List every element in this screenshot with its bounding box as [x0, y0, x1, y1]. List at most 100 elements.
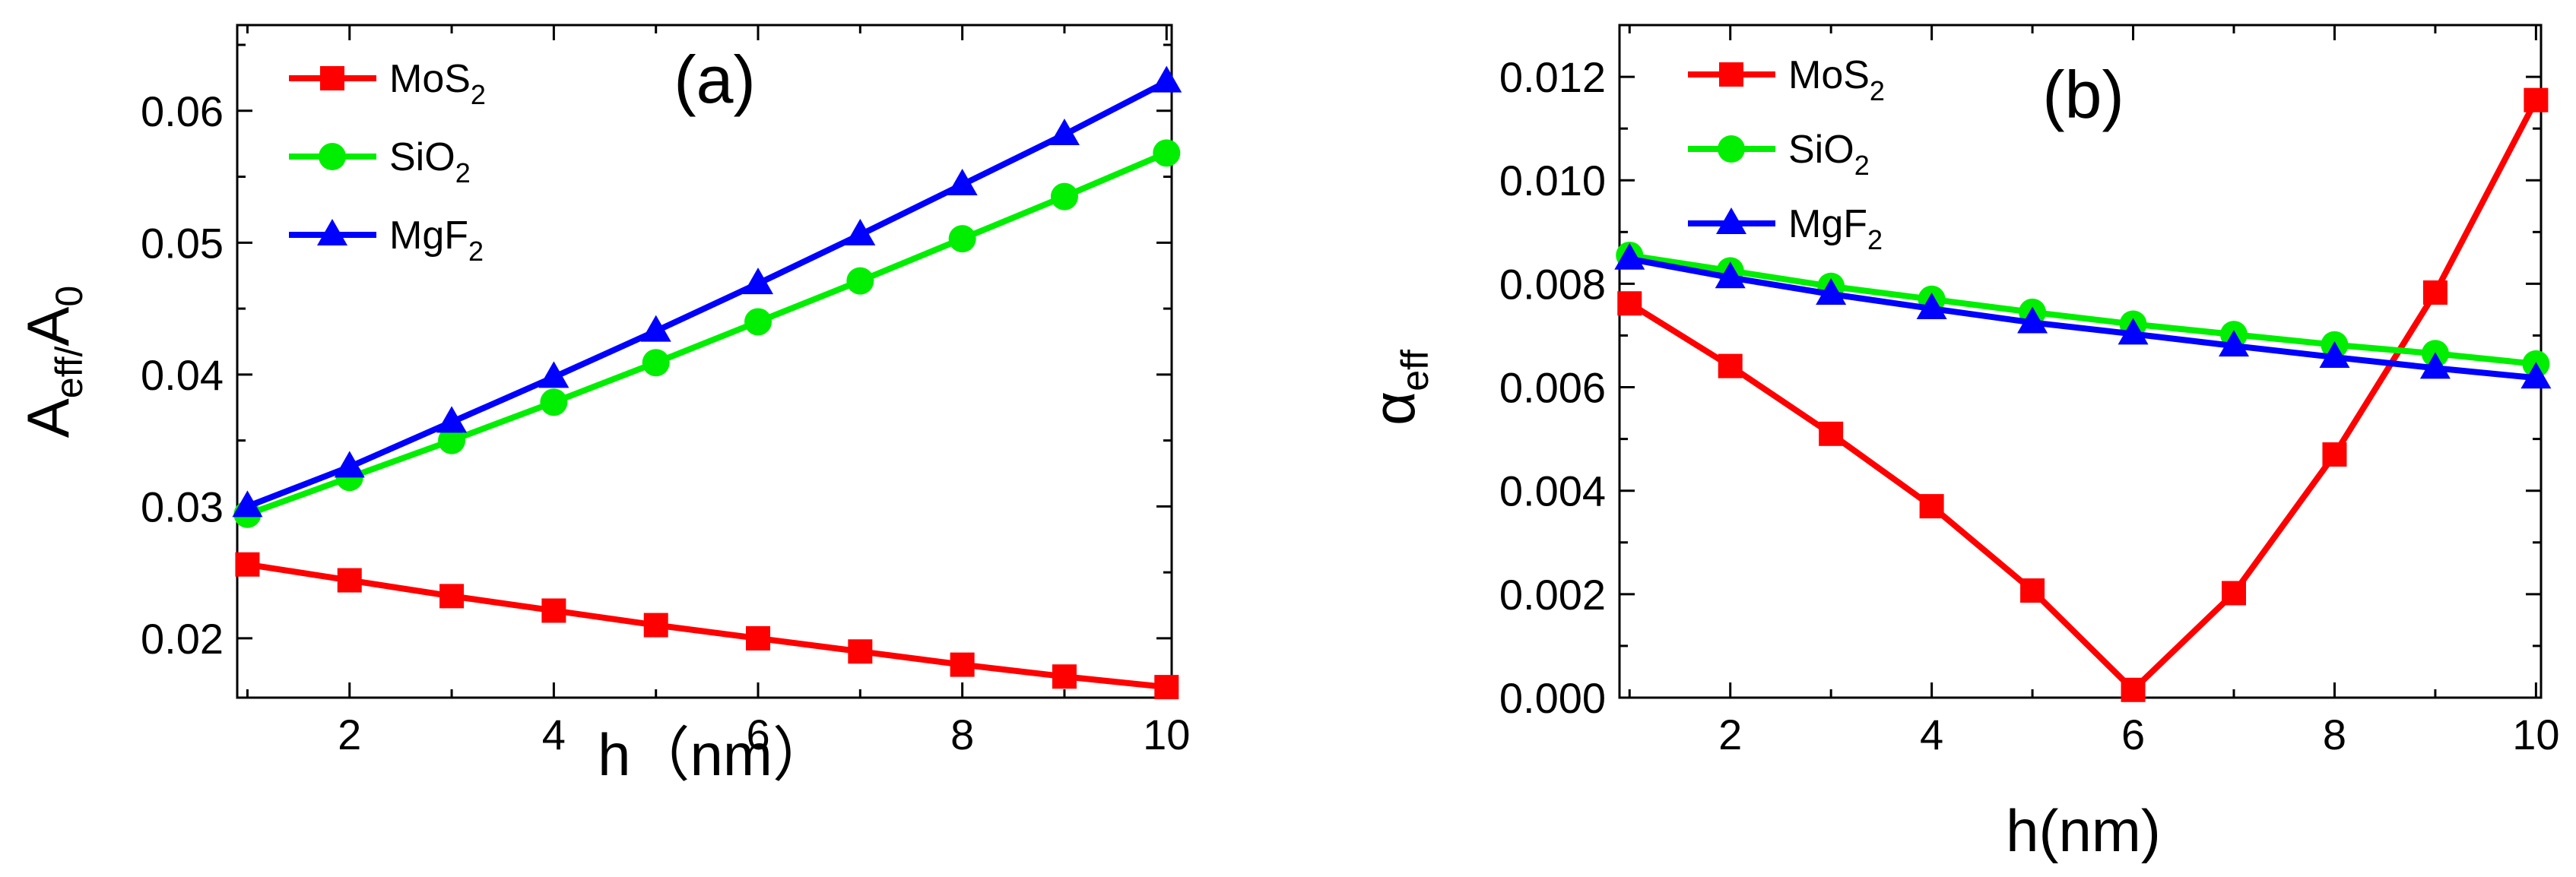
data-point [337, 568, 362, 593]
x-axis-title: h（nm） [598, 721, 832, 788]
x-tick-label: 10 [1143, 711, 1190, 758]
data-point [2222, 581, 2246, 606]
data-point [540, 388, 568, 416]
series-mos2 [1617, 87, 2549, 702]
series-sio2 [1616, 241, 2550, 378]
data-point [541, 598, 566, 623]
x-tick-label: 4 [1920, 711, 1943, 758]
data-point [2520, 362, 2552, 389]
legend-label: SiO2 [389, 135, 471, 188]
legend-label: MoS2 [389, 57, 486, 110]
data-point [1151, 65, 1182, 93]
panel-b: 2 4 6 8 10 0.000 0.002 0.004 0.006 0.008 0.010 0.01… [1360, 24, 2560, 864]
x-tick-label: 4 [542, 711, 566, 758]
y-axis-title-mid: A [14, 307, 81, 347]
legend-marker [1718, 135, 1745, 163]
data-point [1048, 119, 1080, 146]
data-point [1816, 278, 1847, 305]
data-point [948, 225, 976, 253]
data-point [235, 552, 260, 577]
data-point [1916, 293, 1947, 320]
series-line [246, 79, 1169, 510]
series-line [246, 561, 1167, 691]
legend-label-subscript: 2 [1870, 75, 1885, 106]
plot-frame [236, 24, 1173, 699]
legend-marker [320, 66, 344, 90]
data-point [439, 584, 465, 609]
legend-marker [1719, 62, 1743, 87]
data-point [538, 361, 569, 388]
data-point [950, 652, 975, 677]
data-point [2219, 330, 2249, 357]
y-tick-label: 0.04 [141, 351, 224, 399]
y-axis-title-base: α [1360, 391, 1427, 426]
y-axis-title-sub1: eff/ [48, 347, 90, 399]
legend-marker [319, 143, 346, 170]
data-point [640, 315, 671, 342]
legend-label: MgF2 [1788, 202, 1883, 255]
legend-marker [1716, 207, 1746, 234]
x-tick-label: 2 [1718, 711, 1742, 758]
data-point [436, 406, 468, 433]
series-mgf2 [1614, 242, 2552, 389]
legend-label-text: MoS [1788, 53, 1870, 97]
legend-label-text: MgF [1788, 202, 1867, 246]
series-mgf2 [232, 65, 1182, 518]
legend-label-text: SiO [389, 135, 455, 179]
legend-label-subscript: 2 [471, 79, 486, 110]
data-point [746, 625, 771, 651]
y-tick-label: 0.06 [141, 87, 224, 135]
data-point [2017, 306, 2048, 334]
x-tick-label: 8 [2323, 711, 2346, 758]
y-tick-label: 0.002 [1499, 571, 1606, 619]
legend-label-subscript: 2 [1867, 224, 1883, 255]
data-point [2419, 352, 2451, 379]
series-line [1629, 255, 2536, 382]
y-tick-label: 0.004 [1499, 467, 1606, 515]
data-point [2121, 677, 2146, 702]
y-axis-title: Aeff/A0 [14, 286, 90, 438]
data-point [2118, 318, 2149, 345]
data-point [1154, 675, 1179, 700]
y-tick-label: 0.012 [1499, 53, 1606, 101]
data-point [1614, 242, 1645, 270]
y-tick-label: 0.006 [1499, 364, 1606, 412]
y-axis-title-base: A [14, 398, 81, 438]
x-tick-label: 6 [2121, 711, 2145, 758]
series-line [1629, 252, 2536, 367]
data-point [846, 267, 874, 295]
legend-label-subscript: 2 [455, 157, 471, 188]
data-point [2319, 341, 2350, 369]
y-tick-label: 0.05 [141, 219, 224, 267]
data-point [743, 268, 774, 295]
panel-a: 2 4 6 8 100.020.030.040.050.06MoS2SiO2MgF2(a… [14, 24, 1190, 788]
panel-label: (a) [674, 42, 756, 117]
data-point [1050, 182, 1078, 211]
panel-label: (b) [2042, 57, 2124, 132]
legend-label-text: SiO [1788, 128, 1854, 172]
data-point [1617, 291, 1642, 316]
data-point [1715, 261, 1746, 289]
data-point [2422, 280, 2448, 305]
data-point [438, 426, 466, 454]
data-point [2020, 578, 2045, 603]
data-point [1153, 139, 1181, 167]
legend-label-subscript: 2 [468, 236, 484, 267]
data-point [1819, 421, 1844, 446]
data-point [1718, 353, 1743, 378]
data-point [2524, 87, 2549, 112]
data-point [232, 490, 263, 518]
x-tick-label: 2 [338, 711, 361, 758]
series-sio2 [233, 139, 1181, 528]
data-point [1919, 494, 1944, 519]
data-point [642, 349, 670, 377]
y-tick-label: 0.010 [1499, 157, 1606, 204]
series-line [1628, 98, 2539, 693]
y-tick-label: 0.000 [1499, 674, 1606, 722]
legend-label: MgF2 [389, 214, 484, 267]
data-point [947, 168, 978, 195]
legend-label: MoS2 [1788, 53, 1885, 106]
data-point [334, 451, 365, 478]
